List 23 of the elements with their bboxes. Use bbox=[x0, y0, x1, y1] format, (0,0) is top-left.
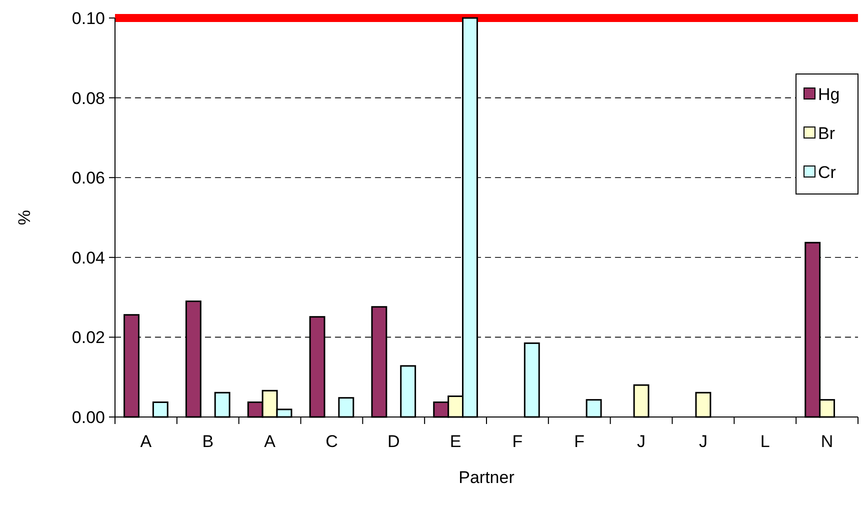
x-tick-label: J bbox=[698, 432, 708, 451]
x-tick-label: F bbox=[574, 432, 585, 451]
x-tick-label: J bbox=[637, 432, 646, 451]
x-axis-title: Partner bbox=[458, 468, 515, 487]
x-tick-label: A bbox=[140, 432, 152, 451]
x-tick-label: F bbox=[512, 432, 523, 451]
legend-label: Br bbox=[818, 124, 836, 143]
y-tick-label: 0.02 bbox=[72, 328, 105, 348]
y-tick-label: 0.06 bbox=[72, 168, 105, 188]
x-tick-label: D bbox=[387, 432, 400, 451]
x-tick-label: E bbox=[450, 432, 462, 451]
x-tick-label: N bbox=[820, 432, 834, 451]
y-tick-label: 0.08 bbox=[72, 88, 105, 108]
legend-label: Hg bbox=[818, 84, 840, 104]
x-tick-label: C bbox=[326, 432, 338, 451]
y-tick-label: 0.00 bbox=[72, 408, 105, 427]
y-tick-label: 0.04 bbox=[72, 248, 105, 268]
x-tick-label: L bbox=[760, 432, 770, 451]
legend-label: Cr bbox=[818, 162, 836, 182]
y-tick-label: 0.10 bbox=[72, 8, 105, 28]
y-axis-title: % bbox=[15, 210, 34, 226]
x-tick-label: B bbox=[202, 432, 214, 451]
x-tick-label: A bbox=[264, 432, 276, 451]
